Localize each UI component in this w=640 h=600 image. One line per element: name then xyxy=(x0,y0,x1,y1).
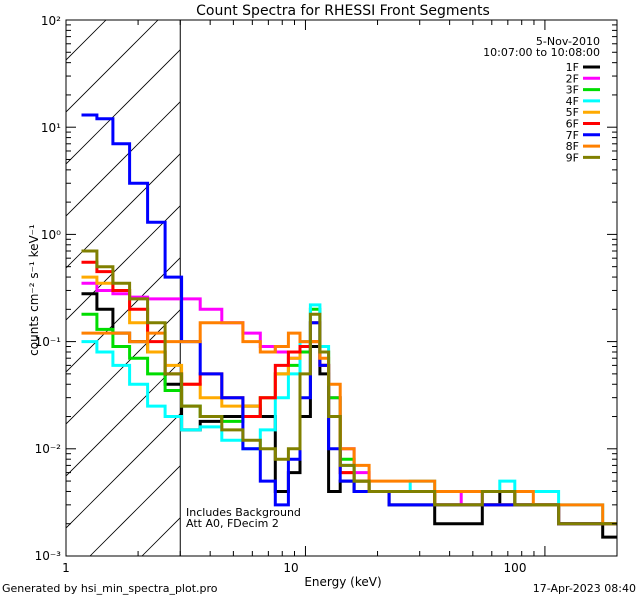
hatch-line xyxy=(66,361,181,477)
axis-ticks xyxy=(65,19,618,557)
hatch-line xyxy=(66,153,181,269)
generated-by-label: Generated by hsi_min_spectra_plot.pro xyxy=(2,582,218,595)
legend-label: 1F xyxy=(566,61,579,74)
background-note: Includes Background xyxy=(186,506,301,519)
chart-title: Count Spectra for RHESSI Front Segments xyxy=(196,3,490,19)
y-tick-label: 10¹ xyxy=(41,121,61,135)
y-tick-label: 10² xyxy=(41,14,61,28)
legend-label: 6F xyxy=(566,118,579,131)
hatch-line xyxy=(66,205,181,321)
x-tick-label: 100 xyxy=(504,561,527,575)
legend-label: 7F xyxy=(566,129,579,142)
legend-label: 3F xyxy=(566,84,579,97)
hatch-line xyxy=(66,20,159,113)
hatch-line xyxy=(66,20,107,61)
y-tick-label: 10⁻² xyxy=(35,442,62,456)
y-axis-label: counts cm⁻² s⁻¹ keV⁻¹ xyxy=(27,224,41,356)
legend-label: 5F xyxy=(566,106,579,119)
legend-label: 2F xyxy=(566,72,579,85)
x-tick-label: 10 xyxy=(283,561,298,575)
hatch-line xyxy=(66,413,181,529)
series-line-4F xyxy=(81,303,617,526)
y-tick-label: 10⁻³ xyxy=(35,549,62,563)
series-layer xyxy=(81,113,617,539)
legend-label: 4F xyxy=(566,95,579,108)
x-tick-label: 1 xyxy=(62,561,70,575)
y-tick-label: 10⁰ xyxy=(41,228,61,242)
time-range-label: 10:07:00 to 10:08:00 xyxy=(483,46,600,59)
hatch-line xyxy=(66,49,181,165)
attenuator-note: Att A0, FDecim 2 xyxy=(186,517,279,530)
date-label: 5-Nov-2010 xyxy=(536,35,600,48)
x-axis-label: Energy (keV) xyxy=(304,575,381,589)
attenuator-hatch-region xyxy=(66,20,181,556)
y-tick-label: 10⁻¹ xyxy=(35,335,62,349)
legend-label: 8F xyxy=(566,140,579,153)
plot-frame xyxy=(65,19,618,557)
series-line-9F xyxy=(81,249,617,526)
footer-timestamp: 17-Apr-2023 08:40 xyxy=(532,582,636,595)
legend-label: 9F xyxy=(566,151,579,164)
